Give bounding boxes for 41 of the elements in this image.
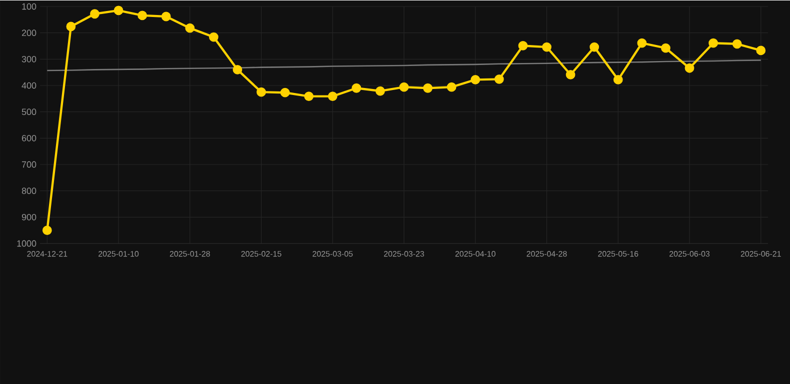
- point: [352, 83, 362, 93]
- point: [518, 40, 528, 50]
- y-tick-label: 400: [22, 82, 36, 88]
- point: [684, 63, 694, 73]
- point: [42, 225, 52, 235]
- point: [637, 38, 647, 48]
- point: [423, 83, 432, 93]
- point: [376, 86, 385, 96]
- y-tick-label: 1000: [17, 240, 36, 246]
- y-tick-label: 500: [22, 108, 36, 115]
- y-tick-label: 900: [22, 214, 36, 220]
- point: [661, 43, 670, 53]
- point: [756, 46, 766, 55]
- point: [470, 74, 480, 84]
- point: [208, 32, 218, 42]
- point: [566, 70, 576, 80]
- point: [613, 74, 623, 84]
- point: [304, 91, 314, 101]
- point: [280, 88, 290, 98]
- point: [399, 82, 409, 92]
- point: [66, 22, 76, 31]
- point: [708, 38, 718, 48]
- y-tick-label: 100: [22, 3, 36, 10]
- point: [446, 82, 456, 92]
- point: [90, 8, 100, 18]
- point: [138, 10, 148, 20]
- point: [494, 74, 504, 84]
- point: [542, 42, 552, 52]
- y-tick-label: 300: [22, 56, 36, 62]
- point: [185, 23, 195, 33]
- y-tick-label: 600: [22, 134, 36, 142]
- point: [114, 6, 124, 15]
- y-tick-label: 800: [22, 187, 36, 194]
- y-tick-label: 200: [22, 29, 36, 36]
- point: [232, 64, 242, 74]
- point: [590, 42, 600, 52]
- y-tick-label: 700: [22, 161, 36, 168]
- point: [256, 87, 266, 97]
- point: [732, 38, 742, 48]
- point: [328, 91, 338, 101]
- point: [161, 12, 171, 21]
